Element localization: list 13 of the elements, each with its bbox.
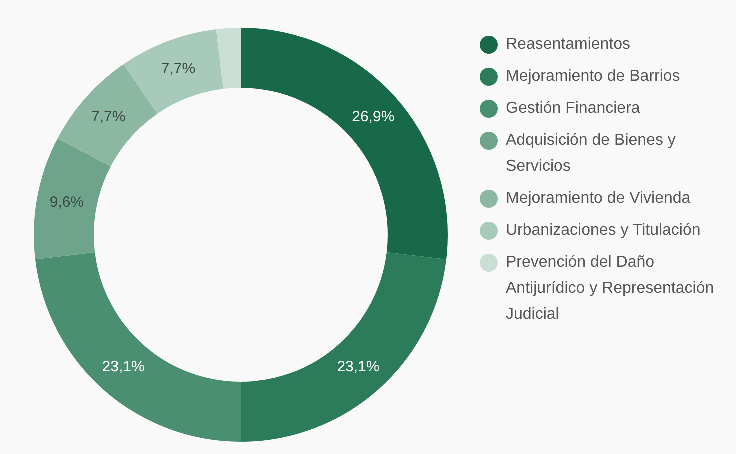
legend-label: Gestión Financiera xyxy=(506,99,640,119)
legend-label: Mejoramiento de Vivienda xyxy=(506,189,691,209)
data-label: 7,7% xyxy=(92,108,126,126)
legend-label: Prevención del Daño Antijurídico y Representación Judicial xyxy=(506,253,716,325)
data-label: 23,1% xyxy=(102,358,145,376)
legend-label: Urbanizaciones y Titulación xyxy=(506,221,701,241)
data-label: 23,1% xyxy=(337,358,380,376)
data-label: 26,9% xyxy=(352,108,395,126)
legend-label: Mejoramiento de Barrios xyxy=(506,67,680,87)
data-label: 7,7% xyxy=(161,60,196,78)
legend-label: Adquisición de Bienes y Servicios xyxy=(506,131,677,177)
legend-label: Reasentamientos xyxy=(506,35,631,55)
data-label: 9,6% xyxy=(50,194,84,212)
